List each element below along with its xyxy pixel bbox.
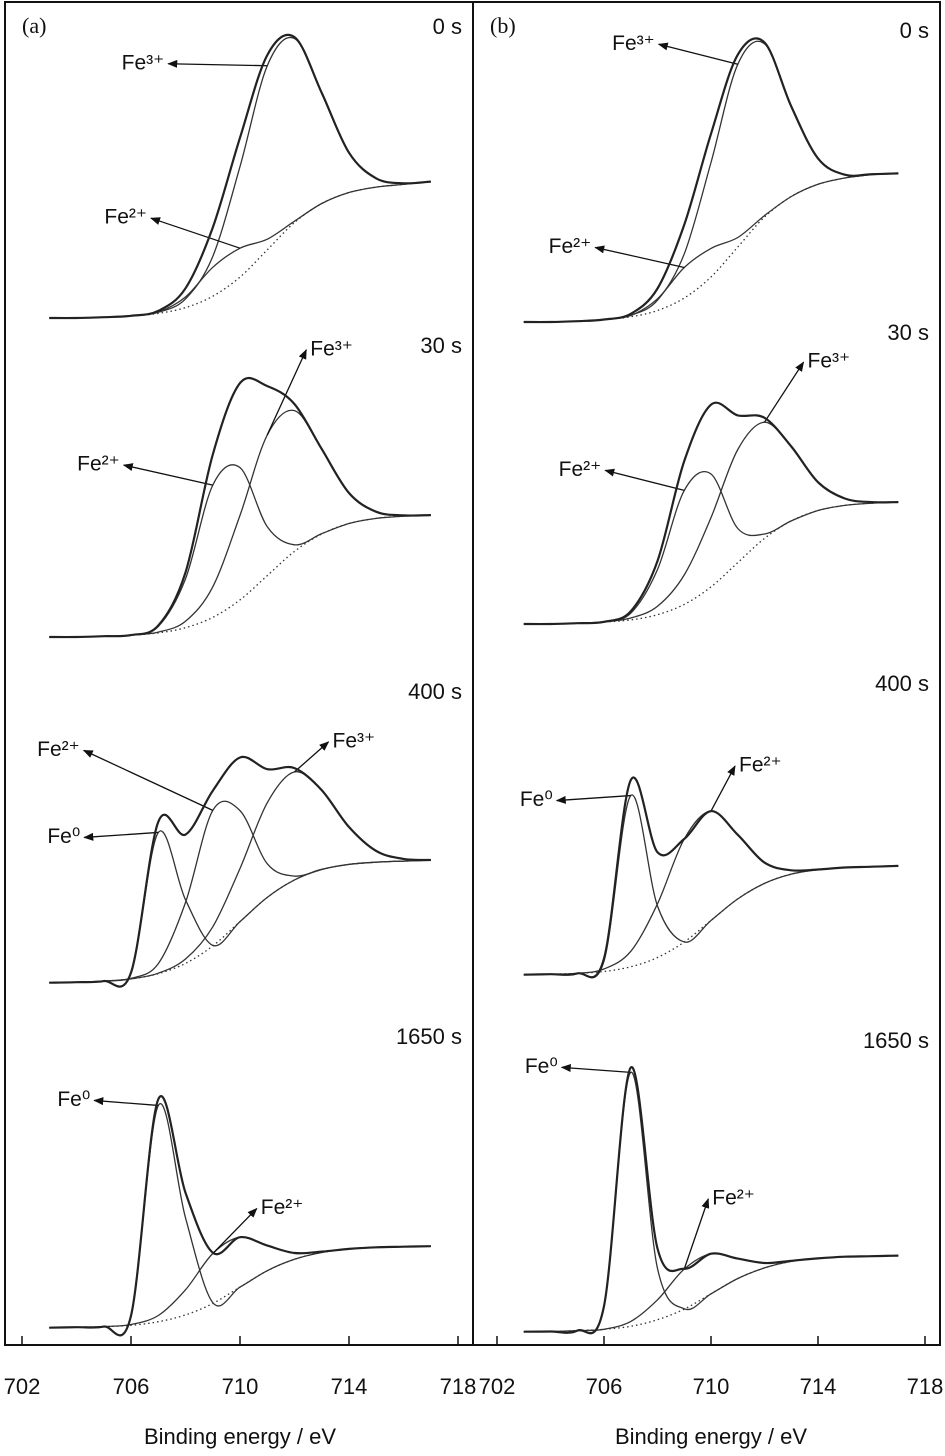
spectrum-line [49, 180, 431, 319]
peak-label: Fe⁰ [47, 825, 80, 848]
spectrum-line [49, 464, 431, 638]
spectrum-line [523, 794, 899, 979]
peak-label: Fe³⁺ [122, 51, 165, 74]
peak-label: Fe²⁺ [77, 453, 120, 476]
spectrum-line [523, 810, 899, 976]
spectrum-line [523, 1066, 899, 1335]
spectrum-line [49, 830, 431, 987]
peak-label: Fe³⁺ [310, 337, 353, 360]
annotation-arrow [212, 1207, 258, 1254]
peak-label: Fe⁰ [57, 1088, 90, 1111]
peak-label: Fe³⁺ [808, 350, 851, 373]
spectrum-line [49, 409, 431, 638]
x-tick-label: 706 [113, 1374, 150, 1399]
x-tick-label: 718 [440, 1374, 477, 1399]
peak-label: Fe³⁺ [612, 32, 655, 55]
annotation-arrow [93, 1097, 159, 1107]
annotation-arrow [555, 794, 631, 804]
annotation-arrow [167, 59, 268, 68]
peak-label: Fe⁰ [520, 788, 553, 811]
x-tick-label: 706 [586, 1374, 623, 1399]
spectrum-line [523, 37, 899, 324]
x-tick-label: 710 [222, 1374, 259, 1399]
x-axis-title: Binding energy / eV [144, 1424, 336, 1449]
panel-label: (b) [490, 13, 516, 38]
spectrum-line [49, 771, 431, 984]
time-label: 400 s [875, 671, 929, 696]
annotation-arrow [294, 741, 330, 773]
spectrum-line [49, 755, 431, 988]
spectrum-line [523, 470, 899, 625]
spectrum-line [49, 1236, 431, 1329]
x-tick-label: 714 [331, 1374, 368, 1399]
annotation-arrow [560, 1064, 631, 1074]
time-label: 1650 s [396, 1024, 462, 1049]
annotation-arrow [604, 468, 685, 491]
spectrum-line [49, 514, 431, 638]
spectrum-line [49, 1095, 431, 1337]
peak-label: Fe²⁺ [559, 458, 602, 481]
time-label: 0 s [433, 14, 462, 39]
peak-label: Fe³⁺ [333, 729, 376, 752]
spectrum-line [49, 180, 431, 319]
x-axis-title: Binding energy / eV [615, 1424, 807, 1449]
time-label: 1650 s [863, 1028, 929, 1053]
spectrum-line [523, 401, 899, 626]
time-label: 400 s [408, 679, 462, 704]
annotation-arrow [150, 217, 241, 249]
annotation-arrow [683, 1198, 710, 1270]
annotation-arrow [83, 831, 159, 841]
peak-label: Fe²⁺ [712, 1187, 755, 1210]
peak-label: Fe²⁺ [261, 1196, 304, 1219]
x-tick-label: 718 [907, 1374, 944, 1399]
peak-label: Fe²⁺ [739, 754, 782, 777]
spectrum-line [49, 800, 431, 984]
x-tick-label: 710 [693, 1374, 730, 1399]
spectrum-line [523, 40, 899, 323]
spectrum-line [49, 1102, 431, 1336]
annotation-arrow [710, 765, 736, 812]
peak-label: Fe⁰ [525, 1055, 558, 1078]
annotation-arrow [82, 749, 214, 811]
x-tick-label: 702 [4, 1374, 41, 1399]
spectrum-line [523, 421, 899, 625]
x-tick-label: 714 [800, 1374, 837, 1399]
peak-label: Fe²⁺ [37, 738, 80, 761]
annotation-arrow [657, 42, 738, 65]
spectrum-line [523, 1252, 899, 1333]
annotation-arrow [266, 349, 307, 436]
panel-label: (a) [22, 13, 46, 38]
spectrum-line [523, 1071, 899, 1334]
peak-label: Fe²⁺ [549, 235, 592, 258]
spectrum-line [49, 377, 431, 639]
annotation-arrow [122, 463, 213, 486]
spectrum-line [49, 33, 431, 320]
spectrum-line [523, 776, 899, 979]
annotation-arrow [763, 361, 805, 423]
time-label: 30 s [420, 333, 462, 358]
spectrum-line [523, 501, 899, 625]
peak-label: Fe²⁺ [104, 206, 147, 229]
time-label: 0 s [900, 18, 929, 43]
time-label: 30 s [887, 320, 929, 345]
x-tick-label: 702 [479, 1374, 516, 1399]
